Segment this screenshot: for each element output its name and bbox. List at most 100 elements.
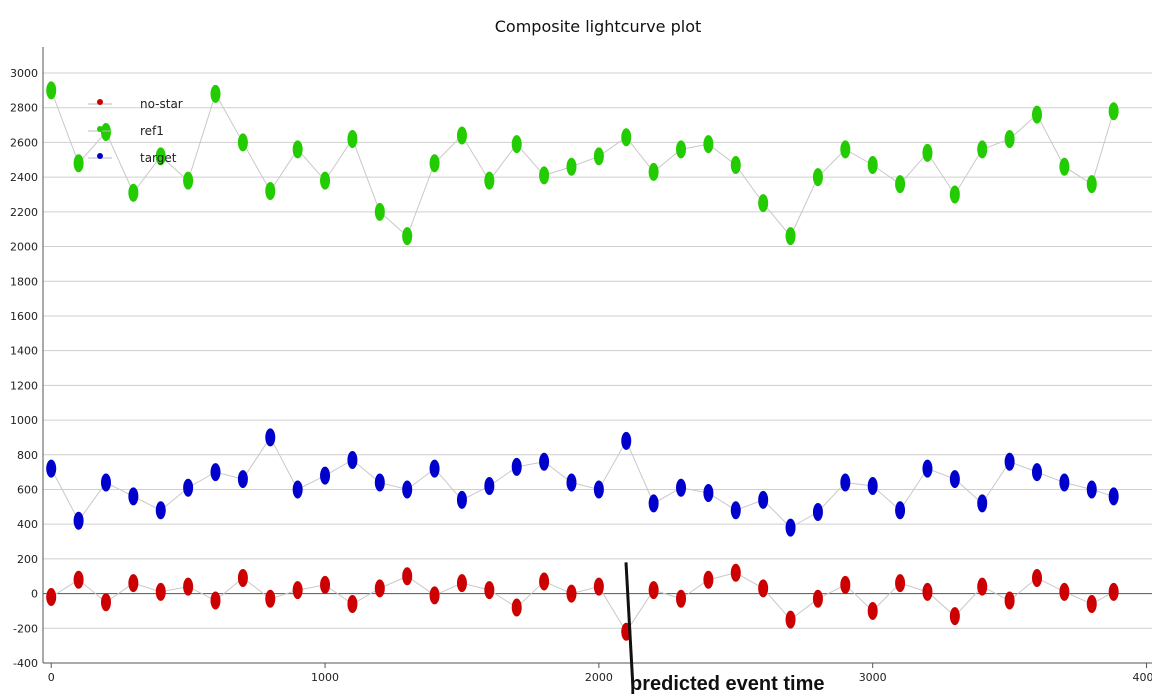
data-point: [292, 140, 303, 159]
legend-marker: [97, 99, 103, 105]
y-tick-label: 2800: [10, 102, 38, 115]
legend-label: ref1: [140, 124, 164, 138]
legend-label: target: [140, 151, 177, 165]
y-tick-label: 400: [17, 518, 38, 531]
data-point: [812, 168, 823, 187]
data-point: [949, 470, 960, 489]
data-point: [456, 574, 467, 593]
data-point: [183, 577, 194, 596]
data-point: [292, 480, 303, 499]
data-point: [676, 478, 687, 497]
x-tick-label: 3000: [859, 671, 887, 684]
data-point: [210, 463, 221, 482]
data-point: [730, 155, 741, 174]
data-point: [265, 589, 276, 608]
data-point: [402, 567, 413, 586]
event-annotation-label: predicted event time: [630, 673, 825, 695]
data-point: [347, 595, 358, 614]
data-point: [155, 147, 166, 166]
data-point: [347, 450, 358, 469]
data-point: [1031, 463, 1042, 482]
data-point: [100, 593, 111, 612]
data-point: [1108, 487, 1119, 506]
data-point: [402, 480, 413, 499]
data-point: [237, 470, 248, 489]
data-point: [511, 457, 522, 476]
series-target: [46, 428, 1119, 537]
data-point: [128, 183, 139, 202]
data-point: [429, 459, 440, 478]
data-point: [320, 171, 331, 190]
data-point: [730, 501, 741, 520]
data-point: [429, 586, 440, 605]
data-point: [949, 607, 960, 626]
data-point: [210, 84, 221, 103]
y-tick-label: 0: [31, 588, 38, 601]
predicted-event-annotation: predicted event time: [624, 562, 825, 695]
gridlines: [43, 72, 1152, 664]
data-point: [374, 202, 385, 221]
series-connector: [50, 436, 1114, 529]
data-point: [511, 135, 522, 154]
data-point: [429, 154, 440, 173]
data-point: [511, 598, 522, 617]
y-tick-label: 800: [17, 449, 38, 462]
x-tick-label: 4000: [1133, 671, 1152, 684]
data-point: [484, 477, 495, 496]
data-point: [785, 518, 796, 537]
data-point: [676, 589, 687, 608]
data-point: [1086, 595, 1097, 614]
data-point: [758, 490, 769, 509]
data-point: [895, 574, 906, 593]
data-point: [374, 579, 385, 598]
data-point: [484, 171, 495, 190]
data-point: [456, 126, 467, 145]
data-point: [949, 185, 960, 204]
data-point: [456, 490, 467, 509]
y-tick-label: 1000: [10, 414, 38, 427]
data-point: [648, 581, 659, 600]
legend-marker: [97, 153, 103, 159]
data-point: [922, 582, 933, 601]
data-point: [46, 81, 57, 100]
data-point: [895, 501, 906, 520]
y-tick-label: 2200: [10, 206, 38, 219]
data-point: [840, 575, 851, 594]
data-point: [812, 503, 823, 522]
data-point: [100, 473, 111, 492]
y-tick-label: -200: [13, 622, 38, 635]
data-point: [1108, 582, 1119, 601]
data-point: [977, 494, 988, 513]
data-point: [73, 570, 84, 589]
data-point: [73, 511, 84, 530]
data-point: [867, 155, 878, 174]
data-point: [922, 143, 933, 162]
data-point: [265, 182, 276, 201]
data-point: [155, 501, 166, 520]
data-point: [676, 140, 687, 159]
x-tick-labels: 0 1000 2000 3000 4000: [48, 671, 1152, 684]
data-point: [155, 582, 166, 601]
data-point: [1108, 102, 1119, 121]
data-point: [730, 563, 741, 582]
data-point: [1086, 480, 1097, 499]
data-point: [46, 588, 57, 607]
data-point: [183, 171, 194, 190]
data-point: [648, 494, 659, 513]
data-point: [347, 129, 358, 148]
data-point: [977, 140, 988, 159]
data-point: [867, 477, 878, 496]
legend-marker: [97, 126, 103, 132]
data-point: [621, 128, 632, 147]
data-point: [593, 577, 604, 596]
data-point: [374, 473, 385, 492]
data-point: [703, 135, 714, 154]
data-point: [539, 166, 550, 185]
data-point: [484, 581, 495, 600]
x-tick-label: 0: [48, 671, 55, 684]
data-point: [1059, 582, 1070, 601]
legend-label: no-star: [140, 97, 183, 111]
data-point: [128, 574, 139, 593]
series-no-star: [46, 563, 1119, 641]
